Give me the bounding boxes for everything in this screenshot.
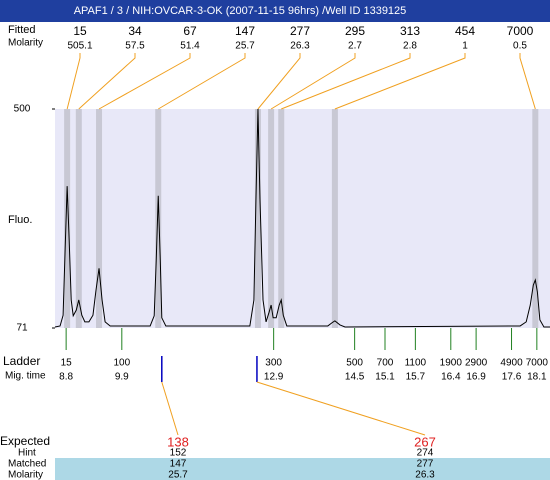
- peak-connector: [334, 53, 466, 110]
- row-label: Expected: [0, 434, 50, 448]
- peak-band: [64, 109, 71, 328]
- row-label: Ladder: [3, 354, 40, 368]
- peak-size: 15: [73, 24, 87, 38]
- mig-time: 14.5: [345, 372, 365, 383]
- peak-molarity: 25.7: [235, 41, 255, 52]
- peak-size: 295: [345, 24, 365, 38]
- peak-connector: [98, 53, 191, 110]
- peak-connector: [281, 53, 411, 110]
- peak-molarity: 2.8: [403, 41, 417, 52]
- chart-title: APAF1 / 3 / NIH:OVCAR-3-OK (2007-11-15 9…: [74, 5, 407, 17]
- y-tick-label: 500: [14, 104, 31, 115]
- peak-connector: [270, 53, 356, 110]
- row-label: Molarity: [8, 38, 43, 49]
- peak-connector: [157, 53, 246, 110]
- peak-molarity: 1: [462, 41, 468, 52]
- peak-band: [331, 109, 338, 328]
- peak-molarity: 57.5: [125, 41, 145, 52]
- ladder-size: 500: [346, 358, 363, 369]
- peak-band: [254, 109, 261, 328]
- peak-connector: [257, 53, 301, 110]
- y-tick-label: 71: [16, 323, 28, 334]
- mig-time: 16.9: [466, 372, 486, 383]
- ladder-size: 2900: [465, 358, 488, 369]
- plot-area: [55, 109, 550, 328]
- peak-connector: [66, 53, 81, 110]
- expected-size: 267: [414, 434, 436, 449]
- peak-size: 7000: [507, 24, 534, 38]
- matched-band: [55, 458, 550, 480]
- peak-size: 34: [128, 24, 142, 38]
- ladder-size: 7000: [526, 358, 549, 369]
- peak-size: 277: [290, 24, 310, 38]
- expected-molarity: 26.3: [415, 470, 435, 480]
- mig-time: 17.6: [502, 372, 522, 383]
- peak-band: [155, 109, 162, 328]
- peak-size: 147: [235, 24, 255, 38]
- expected-connector: [256, 381, 426, 436]
- mig-time: 18.1: [527, 372, 547, 383]
- row-label: Molarity: [8, 470, 43, 480]
- ladder-size: 700: [377, 358, 394, 369]
- mig-time: 15.7: [406, 372, 426, 383]
- mig-time: 12.9: [264, 372, 284, 383]
- peak-band: [268, 109, 275, 328]
- ladder-size: 1900: [440, 358, 463, 369]
- peak-band: [278, 109, 285, 328]
- peak-molarity: 505.1: [67, 41, 92, 52]
- peak-molarity: 26.3: [290, 41, 310, 52]
- matched-size: 147: [170, 459, 187, 470]
- y-axis-label: Fluo.: [8, 214, 32, 226]
- peak-molarity: 0.5: [513, 41, 527, 52]
- peak-size: 454: [455, 24, 475, 38]
- ladder-size: 4900: [500, 358, 523, 369]
- hint-size: 274: [417, 448, 434, 459]
- matched-size: 277: [417, 459, 434, 470]
- peak-connector: [78, 53, 136, 110]
- peak-band: [96, 109, 103, 328]
- hint-size: 152: [170, 448, 187, 459]
- peak-band: [532, 109, 539, 328]
- expected-molarity: 25.7: [168, 470, 188, 480]
- peak-band: [75, 109, 82, 328]
- ladder-size: 15: [61, 358, 73, 369]
- peak-molarity: 51.4: [180, 41, 200, 52]
- ladder-size: 300: [265, 358, 282, 369]
- row-label: Fitted: [8, 24, 36, 36]
- peak-size: 313: [400, 24, 420, 38]
- peak-size: 67: [183, 24, 197, 38]
- mig-time: 16.4: [441, 372, 461, 383]
- ladder-size: 100: [113, 358, 130, 369]
- row-label: Mig. time: [5, 371, 46, 382]
- mig-time: 9.9: [115, 372, 129, 383]
- row-label: Matched: [8, 459, 46, 470]
- trace: [54, 108, 550, 328]
- expected-size: 138: [167, 434, 189, 449]
- mig-time: 8.8: [59, 372, 73, 383]
- row-label: Hint: [18, 448, 36, 459]
- title-bar: [0, 0, 550, 22]
- expected-connector: [161, 381, 179, 436]
- peak-connector: [519, 53, 536, 110]
- peak-molarity: 2.7: [348, 41, 362, 52]
- mig-time: 15.1: [375, 372, 395, 383]
- ladder-size: 1100: [405, 358, 427, 369]
